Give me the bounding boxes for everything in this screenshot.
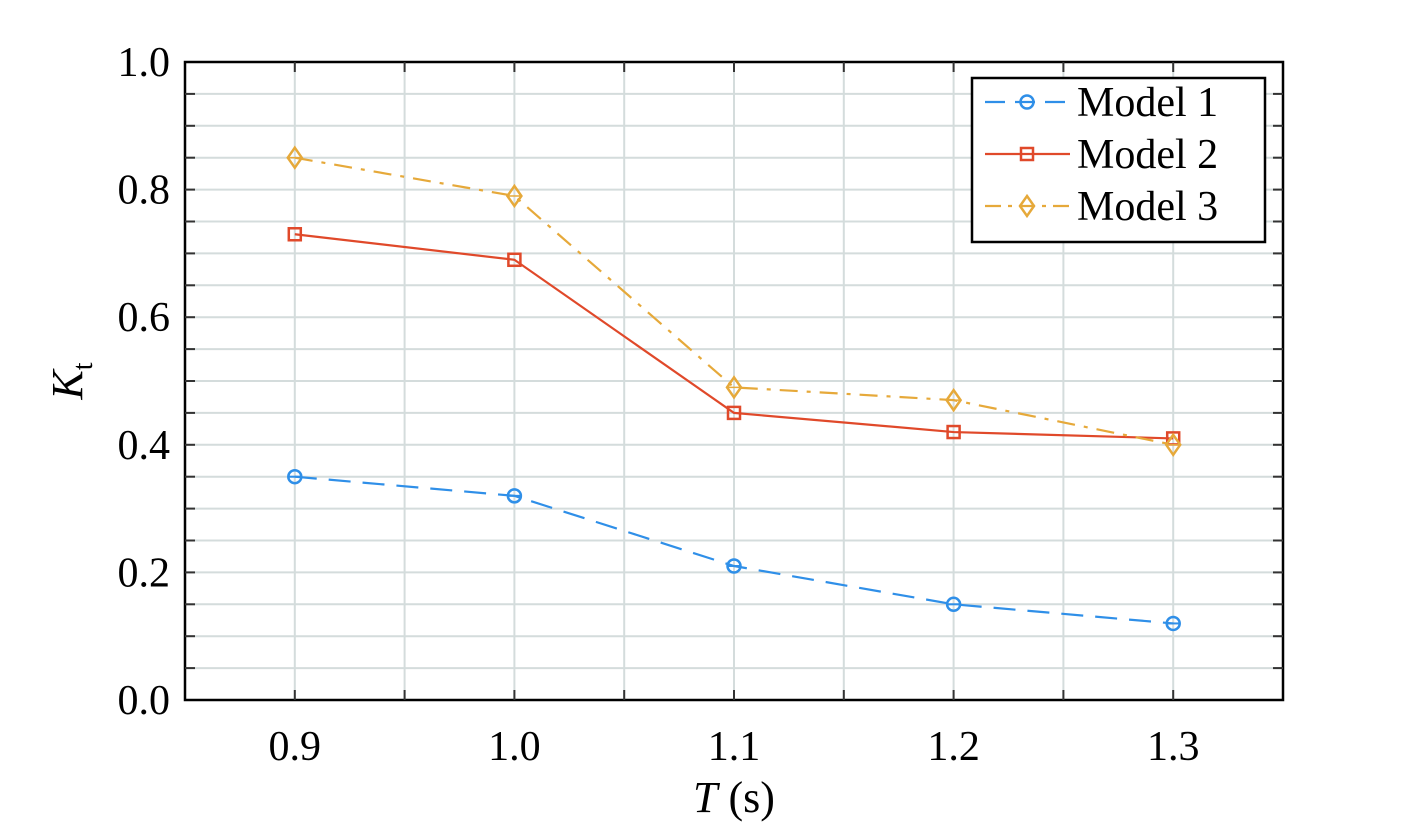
x-tick-label: 0.9 <box>269 724 322 770</box>
y-tick-label: 1.0 <box>118 40 171 86</box>
x-tick-label: 1.3 <box>1147 724 1200 770</box>
series-layer <box>286 145 1182 632</box>
x-tick-label: 1.2 <box>927 724 980 770</box>
series-model-1 <box>287 468 1181 632</box>
data-point-diamond <box>286 145 304 170</box>
data-point-diamond <box>1164 432 1182 457</box>
data-point-square <box>507 252 522 268</box>
y-tick-label: 0.8 <box>118 168 171 214</box>
data-point-diamond <box>505 183 523 209</box>
series-model-2 <box>287 227 1181 446</box>
legend-label: Model 2 <box>1077 132 1218 178</box>
y-tick-label: 0.2 <box>118 550 171 596</box>
legend: Model 1 Model 2 Model 3 <box>970 76 1267 244</box>
data-point-square <box>946 424 961 440</box>
data-point-diamond <box>945 387 963 413</box>
series-line <box>294 233 1174 440</box>
legend-item: Model 1 <box>985 80 1218 126</box>
legend-item: Model 2 <box>985 132 1218 178</box>
y-tick-label: 0.0 <box>118 678 171 724</box>
x-tick-label: 1.0 <box>488 724 541 770</box>
legend-label: Model 1 <box>1077 80 1218 126</box>
data-point-square <box>1019 146 1035 162</box>
legend-label: Model 3 <box>1077 184 1218 230</box>
data-point-diamond <box>725 375 743 400</box>
y-axis-label: Kt <box>43 362 99 400</box>
series-line <box>294 156 1174 446</box>
tick-layer: 0.9 1.0 1.1 1.2 1.3 0.0 0.2 0.4 0.6 0.8 1.0 <box>118 40 1283 770</box>
x-axis-label: T (s) <box>693 773 775 822</box>
data-point-diamond <box>1018 193 1036 219</box>
data-point-square <box>726 405 742 421</box>
y-tick-label: 0.4 <box>118 423 171 469</box>
legend-item: Model 3 <box>985 184 1218 230</box>
x-tick-label: 1.1 <box>708 724 761 770</box>
data-point-square <box>287 227 303 242</box>
y-tick-label: 0.6 <box>118 295 171 341</box>
series-model-3 <box>286 145 1182 457</box>
svg-text:Kt: Kt <box>43 362 99 400</box>
